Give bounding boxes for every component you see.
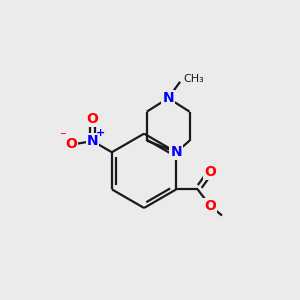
Text: O: O — [65, 137, 77, 151]
Text: ⁻: ⁻ — [59, 130, 66, 143]
Text: N: N — [170, 145, 182, 159]
Text: O: O — [204, 199, 216, 213]
Text: O: O — [87, 112, 98, 126]
Text: N: N — [162, 91, 174, 105]
Text: O: O — [204, 165, 216, 179]
Text: CH₃: CH₃ — [183, 74, 204, 84]
Text: +: + — [95, 128, 105, 138]
Text: N: N — [87, 134, 98, 148]
